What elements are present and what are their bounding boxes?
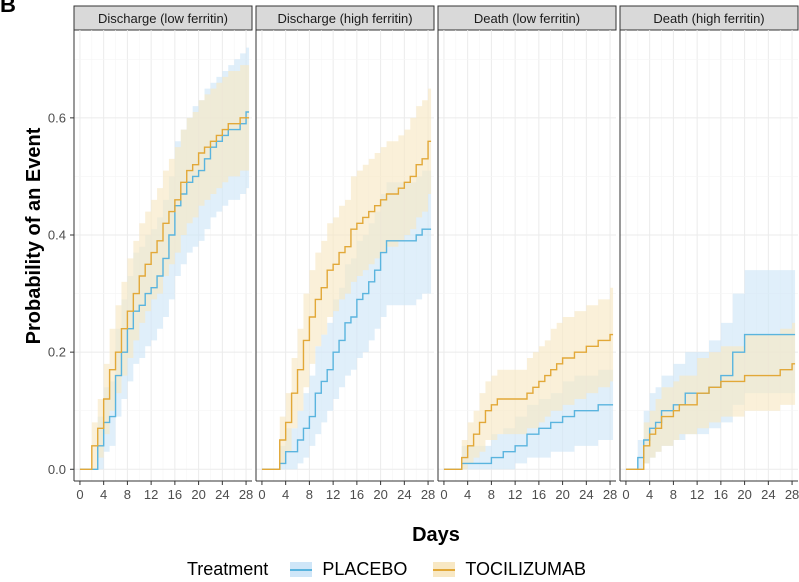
legend-item-tocilizumab: TOCILIZUMAB [433, 559, 586, 580]
facet-strip [255, 5, 435, 31]
x-tick-label: 24 [579, 487, 593, 502]
x-tick-label: 12 [326, 487, 340, 502]
x-tick-label: 0 [440, 487, 447, 502]
facet-panel: Death (low ferritin) 0 4 8 12 16 20 24 28 [437, 5, 617, 502]
x-tick-label: 16 [168, 487, 182, 502]
facet-panel: Death (high ferritin) 0 4 8 12 16 20 24 28 [619, 5, 799, 502]
x-tick-label: 20 [373, 487, 387, 502]
x-tick-label: 20 [191, 487, 205, 502]
facet-strip [73, 5, 253, 31]
x-tick-label: 28 [421, 487, 435, 502]
x-tick-label: 16 [532, 487, 546, 502]
x-tick-label: 28 [785, 487, 799, 502]
y-tick-label: 0.2 [48, 345, 66, 360]
legend-label-tocilizumab: TOCILIZUMAB [465, 558, 587, 579]
x-tick-label: 28 [603, 487, 617, 502]
series-line [79, 111, 250, 470]
confidence-band [443, 287, 614, 470]
series-line [625, 363, 796, 470]
facet-title: Death (low ferritin) [474, 11, 580, 26]
confidence-band [79, 65, 250, 470]
facet-strip [437, 5, 617, 31]
x-tick-label: 4 [100, 487, 107, 502]
x-tick-label: 24 [397, 487, 411, 502]
facet-panel: Discharge (low ferritin) 0 4 8 12 16 20 24 28 [73, 5, 253, 502]
legend-swatch-placebo [290, 561, 313, 577]
x-tick-label: 20 [737, 487, 751, 502]
facet-title: Death (high ferritin) [653, 11, 764, 26]
x-tick-label: 16 [714, 487, 728, 502]
x-tick-label: 4 [464, 487, 471, 502]
legend-item-placebo: PLACEBO [290, 559, 407, 580]
x-tick-label: 12 [508, 487, 522, 502]
y-tick-label: 0.4 [48, 228, 66, 243]
facet-panels: Discharge (low ferritin)0 4 8 12 16 20 24 28Dis… [73, 5, 799, 502]
x-axis-title: Days [412, 524, 460, 546]
x-tick-label: 4 [646, 487, 653, 502]
x-tick-label: 0 [76, 487, 83, 502]
facet-panel: Discharge (high ferritin) 0 4 8 12 16 20 24 28 [255, 5, 435, 502]
x-tick-label: 8 [488, 487, 495, 502]
legend-swatch-tocilizumab [433, 561, 456, 577]
confidence-band [261, 88, 432, 470]
series-line [79, 117, 250, 470]
facet-title: Discharge (low ferritin) [98, 11, 228, 26]
facet-strip [619, 5, 799, 31]
x-tick-label: 8 [124, 487, 131, 502]
x-tick-label: 12 [690, 487, 704, 502]
x-tick-label: 4 [282, 487, 289, 502]
series-line [261, 140, 432, 470]
faceted-step-chart: Probability of an Event Days 0.00.20.40.… [23, 5, 799, 546]
x-tick-label: 16 [350, 487, 364, 502]
series-line [443, 404, 614, 470]
y-axis: 0.0 0.2 0.4 0.6 [48, 110, 74, 477]
legend-label-placebo: PLACEBO [322, 558, 408, 579]
x-tick-label: 12 [144, 487, 158, 502]
y-tick-label: 0.0 [48, 462, 66, 477]
series-line [261, 228, 432, 470]
x-tick-label: 8 [306, 487, 313, 502]
x-tick-label: 0 [622, 487, 629, 502]
series-line [443, 333, 614, 470]
x-tick-label: 28 [239, 487, 253, 502]
legend: Treatment PLACEBO TOCILIZUMAB [0, 556, 799, 582]
confidence-band [625, 322, 796, 470]
legend-title: Treatment [186, 558, 269, 579]
facet-title: Discharge (high ferritin) [277, 11, 412, 26]
x-tick-label: 24 [761, 487, 775, 502]
x-tick-label: 8 [670, 487, 677, 502]
x-tick-label: 20 [555, 487, 569, 502]
x-tick-label: 0 [258, 487, 265, 502]
panel-letter: B [0, 0, 16, 17]
y-tick-label: 0.6 [48, 110, 66, 125]
y-axis-title: Probability of an Event [23, 127, 45, 344]
x-tick-label: 24 [215, 487, 229, 502]
